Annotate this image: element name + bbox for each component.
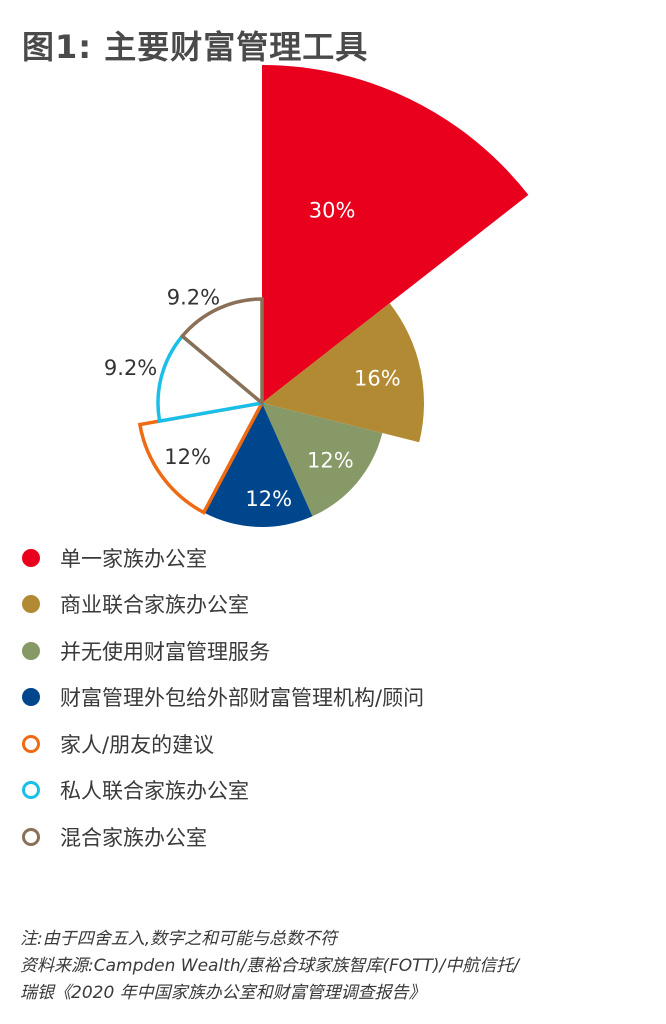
legend-item: 财富管理外包给外部财富管理机构/顾问 [22, 686, 424, 710]
legend-item: 私人联合家族办公室 [22, 779, 424, 803]
legend-label: 私人联合家族办公室 [60, 779, 249, 804]
legend-item: 单一家族办公室 [22, 546, 424, 571]
source-note-continued: 瑞银《2020 年中国家族办公室和财富管理调查报告》 [20, 983, 426, 1003]
data-label: 12% [307, 448, 354, 472]
data-label: 30% [309, 198, 356, 222]
pie-slice [137, 400, 266, 515]
data-label: 9.2% [104, 356, 157, 380]
legend-marker [22, 734, 40, 753]
legend-item: 家人/朋友的建议 [22, 732, 424, 757]
data-label: 16% [354, 367, 401, 391]
legend-marker [22, 828, 40, 847]
legend-label: 混合家族办公室 [60, 826, 207, 851]
legend-marker [22, 548, 40, 567]
page-title: 图1: 主要财富管理工具 [22, 28, 369, 66]
data-label: 12% [245, 487, 292, 511]
legend-marker [22, 688, 40, 707]
pie-slice [156, 333, 266, 424]
source-note: 资料来源:Campden Wealth/惠裕合球家族智库(FOTT)/中航信托/ [20, 956, 520, 976]
chart-legend: 单一家族办公室商业联合家族办公室 并无使用财富管理服务财富管理外包给外部财富管理机… [22, 546, 424, 872]
pie-slice [262, 65, 529, 403]
legend-marker [22, 641, 40, 660]
pie-slice [203, 403, 313, 528]
legend-marker [22, 781, 40, 800]
legend-label: 家人/朋友的建议 [60, 732, 215, 757]
legend-item: 商业联合家族办公室 [22, 593, 424, 617]
data-label: 9.2% [167, 285, 220, 309]
legend-label: 单一家族办公室 [60, 546, 207, 571]
pie-slice [262, 403, 383, 517]
data-label: 12% [164, 445, 211, 469]
legend-label: 并无使用财富管理服务 [60, 639, 270, 664]
pie-slice [262, 303, 425, 443]
pie-slice [179, 297, 264, 407]
footnotes: 注:由于四舍五入,数字之和可能与总数不符 资料来源:Campden Wealth… [20, 926, 650, 1007]
legend-item: 并无使用财富管理服务 [22, 639, 424, 664]
rounding-note: 注:由于四舍五入,数字之和可能与总数不符 [20, 929, 338, 949]
legend-marker [22, 595, 40, 614]
legend-label: 商业联合家族办公室 [60, 593, 249, 618]
polar-area-chart: 30% 16% 12% 12% 12% 9.2% 9.2% [104, 65, 529, 528]
legend-label: 财富管理外包给外部财富管理机构/顾问 [60, 686, 425, 711]
legend-item: 混合家族办公室 [22, 826, 424, 850]
